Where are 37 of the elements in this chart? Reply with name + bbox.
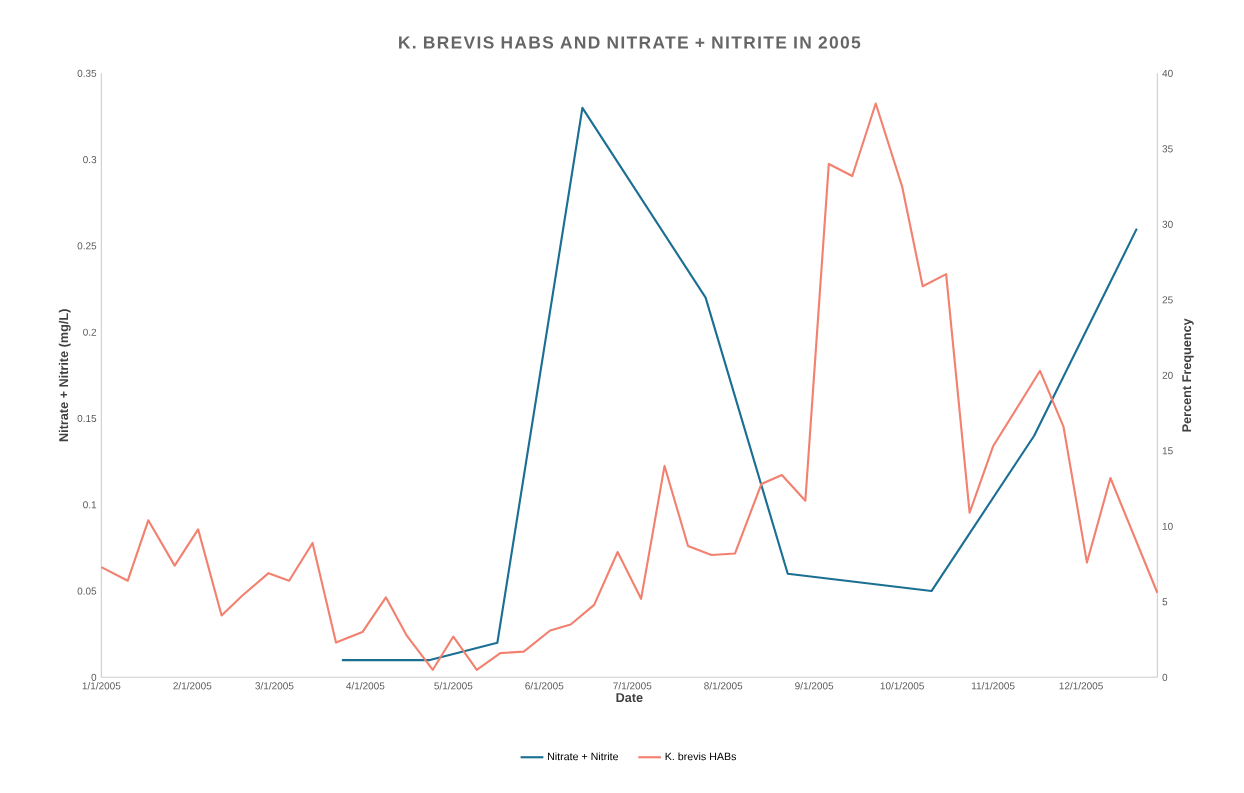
y2-tick-label: 40 bbox=[1162, 69, 1173, 77]
y2-axis-title: Percent Frequency bbox=[1182, 318, 1194, 432]
x-tick-label: 8/1/2005 bbox=[704, 681, 743, 690]
y-tick-label: 0.15 bbox=[77, 414, 97, 422]
y-tick-label: 0.35 bbox=[77, 69, 97, 77]
x-tick-label: 7/1/2005 bbox=[613, 681, 652, 690]
y2-tick-label: 5 bbox=[1162, 598, 1168, 606]
y2-tick-label: 15 bbox=[1162, 447, 1173, 455]
x-tick-label: 12/1/2005 bbox=[1059, 681, 1103, 690]
y-tick-label: 0.2 bbox=[83, 328, 97, 336]
chart-title: K. BREVIS HABS AND NITRATE + NITRITE IN 2005 bbox=[399, 36, 861, 49]
y2-tick-label: 20 bbox=[1162, 371, 1173, 379]
line-series bbox=[340, 106, 1138, 661]
x-axis-title: Date bbox=[616, 693, 643, 702]
line-series bbox=[100, 102, 1159, 671]
y-tick-label: 0.1 bbox=[83, 501, 97, 509]
y2-tick-label: 10 bbox=[1162, 522, 1173, 530]
y-tick-label: 0.25 bbox=[77, 242, 97, 250]
legend-label: K. brevis HABs bbox=[665, 752, 737, 761]
y-tick-label: 0 bbox=[91, 673, 97, 681]
y2-tick-label: 25 bbox=[1162, 296, 1173, 304]
legend-label: Nitrate + Nitrite bbox=[547, 752, 619, 761]
x-tick-label: 2/1/2005 bbox=[173, 681, 212, 690]
x-tick-label: 3/1/2005 bbox=[255, 681, 294, 690]
y2-tick-label: 0 bbox=[1162, 673, 1168, 681]
y-axis-title: Nitrate + Nitrite (mg/L) bbox=[58, 309, 71, 441]
x-tick-label: 5/1/2005 bbox=[434, 681, 473, 690]
x-tick-label: 9/1/2005 bbox=[795, 681, 834, 690]
x-tick-label: 10/1/2005 bbox=[880, 681, 924, 690]
y-tick-label: 0.05 bbox=[77, 587, 97, 595]
x-tick-label: 11/1/2005 bbox=[971, 681, 1015, 690]
y-tick-label: 0.3 bbox=[83, 155, 97, 164]
y2-tick-label: 35 bbox=[1162, 145, 1173, 153]
x-tick-label: 1/1/2005 bbox=[82, 681, 121, 690]
x-tick-label: 4/1/2005 bbox=[346, 681, 385, 690]
y2-tick-label: 30 bbox=[1162, 220, 1173, 228]
x-tick-label: 6/1/2005 bbox=[525, 681, 564, 690]
